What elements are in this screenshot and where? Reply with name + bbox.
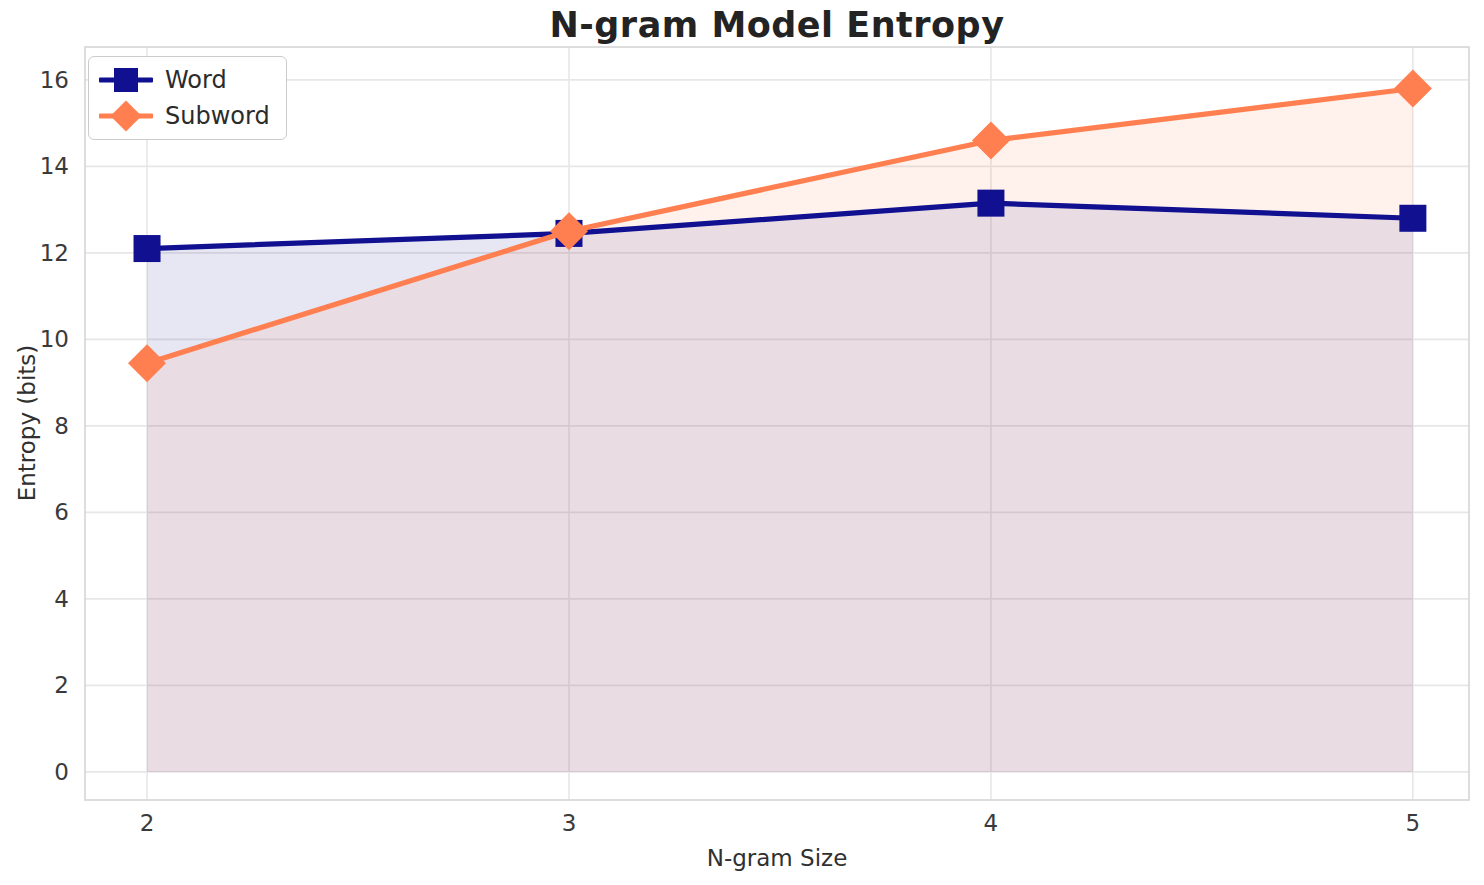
y-tick-label: 4	[54, 586, 69, 612]
y-tick-label: 2	[54, 672, 69, 698]
y-tick-label: 12	[40, 240, 69, 266]
legend: Word Subword	[88, 56, 287, 140]
legend-item-subword: Subword	[99, 99, 270, 133]
chart-title: N-gram Model Entropy	[85, 5, 1469, 45]
x-tick-label: 2	[140, 810, 155, 836]
data-point-word	[1399, 205, 1426, 232]
x-tick-label: 4	[984, 810, 999, 836]
legend-label-subword: Subword	[165, 102, 270, 130]
legend-item-word: Word	[99, 63, 270, 97]
chart-figure: 0 2 4 6 8 10 12 14 16 2 3 4 5 N-gram Model Entropy E…	[0, 0, 1484, 885]
subword-series-swatch	[99, 99, 153, 133]
square-marker-icon	[114, 68, 138, 92]
word-series-swatch	[99, 63, 153, 97]
y-axis-label: Entropy (bits)	[14, 345, 40, 502]
diamond-marker-icon	[110, 100, 141, 131]
legend-label-word: Word	[165, 66, 227, 94]
y-tick-label: 10	[40, 326, 69, 352]
data-point-word	[134, 235, 161, 262]
y-tick-label: 0	[54, 759, 69, 785]
x-tick-label: 5	[1406, 810, 1421, 836]
x-tick-label: 3	[562, 810, 577, 836]
area-fill-subword	[147, 89, 1413, 772]
data-point-word	[977, 190, 1004, 217]
x-axis-label: N-gram Size	[85, 845, 1469, 871]
y-tick-label: 6	[54, 499, 69, 525]
y-tick-label: 16	[40, 67, 69, 93]
y-tick-label: 8	[54, 413, 69, 439]
y-tick-label: 14	[40, 153, 69, 179]
